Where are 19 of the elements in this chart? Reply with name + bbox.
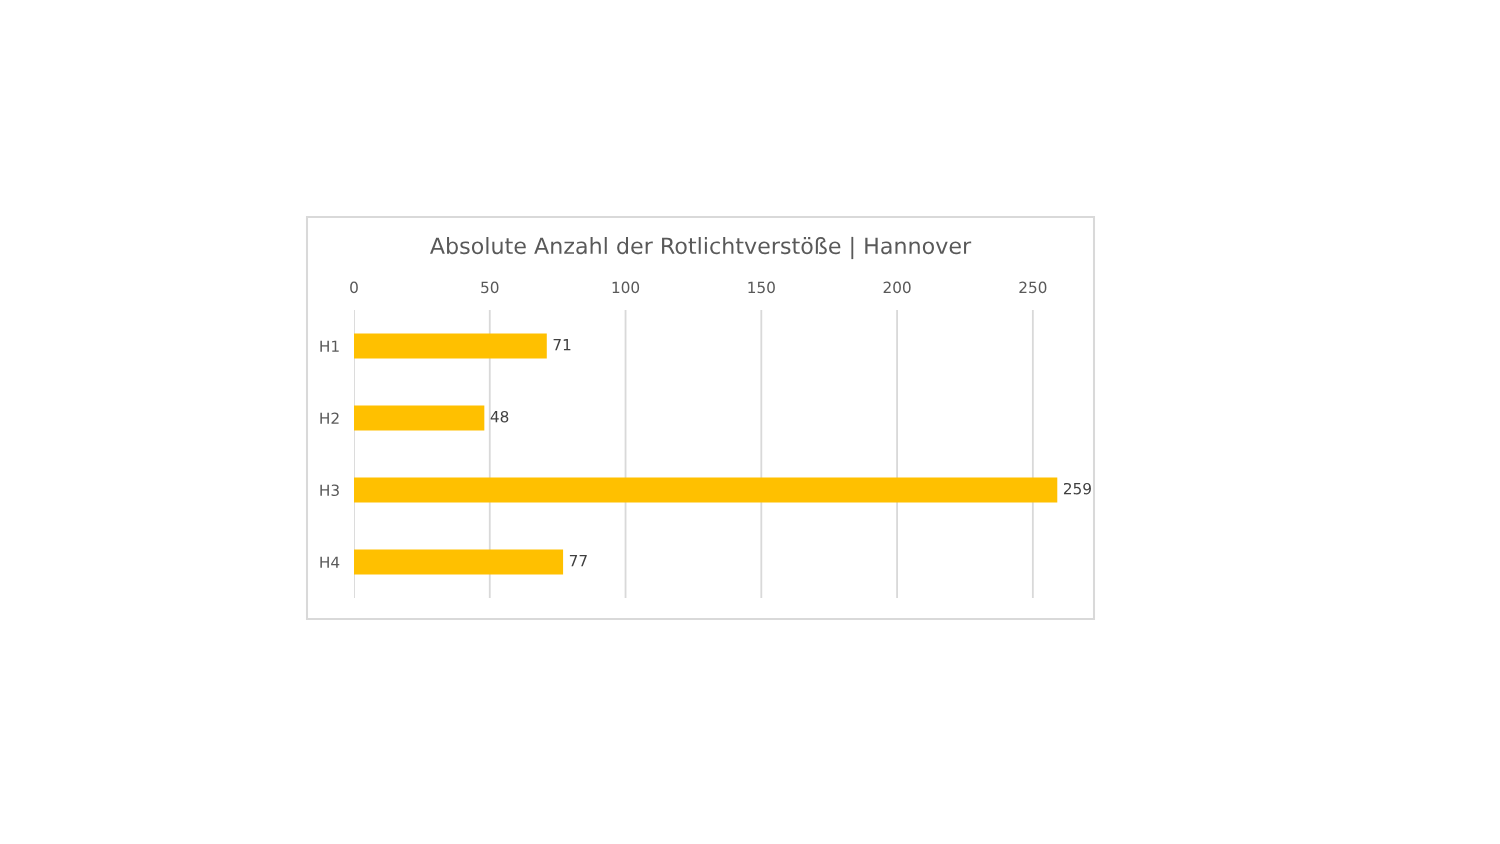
data-label: 77	[569, 555, 587, 567]
y-tick-label: H3	[320, 484, 339, 497]
data-label: 71	[553, 339, 571, 351]
bar	[354, 405, 485, 431]
x-tick-label: 50	[481, 281, 499, 294]
x-tick-label: 200	[883, 281, 911, 294]
x-tick-label: 100	[612, 281, 640, 294]
x-tick-label: 250	[1019, 281, 1047, 294]
y-tick-label: H2	[320, 412, 339, 424]
x-tick-label: 0	[350, 281, 358, 294]
data-label: 48	[490, 410, 509, 423]
bar	[354, 549, 564, 575]
y-tick-label: H1	[320, 340, 339, 352]
bar	[354, 333, 547, 359]
x-tick-label: 150	[748, 281, 775, 294]
y-tick-label: H4	[320, 556, 340, 568]
bar	[354, 477, 1058, 503]
data-label: 259	[1063, 482, 1091, 495]
chart-title: Absolute Anzahl der Rotlichtverstöße | Hannover	[430, 236, 972, 260]
